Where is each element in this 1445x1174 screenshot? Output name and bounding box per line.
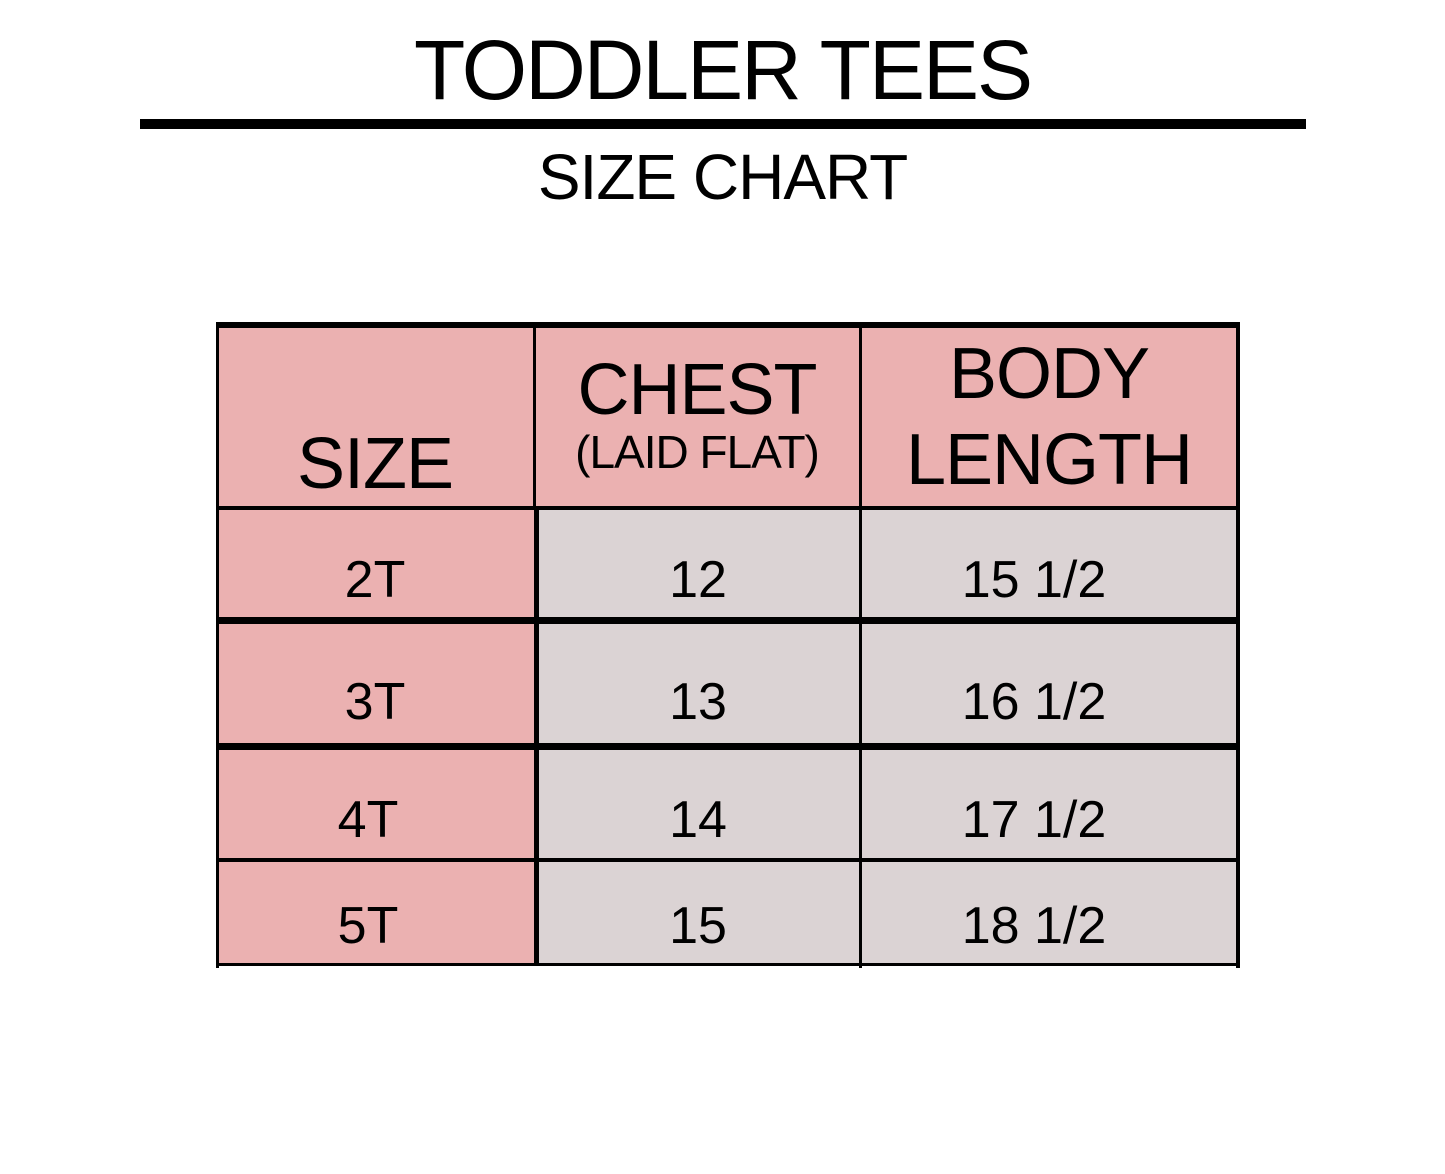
title-divider: [140, 119, 1306, 129]
size-value: 2T: [344, 551, 406, 609]
page-subtitle: SIZE CHART: [537, 141, 908, 213]
body-length-value: 17 1/2: [961, 791, 1107, 849]
table-row-size: 4T: [216, 746, 534, 860]
row-divider: [216, 506, 1240, 510]
table-row-body-length: 15 1/2: [860, 508, 1238, 620]
table-border-bottom: [216, 963, 1240, 966]
chest-value: 13: [669, 673, 727, 731]
table-row-body-length: 17 1/2: [860, 746, 1238, 860]
chest-value: 12: [669, 551, 727, 609]
header-body-length: BODY LENGTH: [860, 322, 1238, 506]
row-divider: [216, 617, 1240, 624]
body-length-value: 18 1/2: [961, 897, 1107, 955]
size-value: 3T: [344, 673, 406, 731]
row-divider: [216, 743, 1240, 750]
table-row-chest: 12: [536, 508, 860, 620]
header-chest-note: (LAID FLAT): [575, 426, 820, 478]
column-divider: [859, 322, 862, 968]
header-size: SIZE: [216, 322, 534, 506]
table-row-size: 3T: [216, 620, 534, 746]
size-chart-table: SIZE CHEST (LAID FLAT) BODY LENGTH 2T 12…: [216, 322, 1240, 968]
row-divider: [216, 858, 1240, 862]
chest-value: 15: [669, 897, 727, 955]
header-body-line2: LENGTH: [905, 420, 1193, 500]
table-border-right: [1236, 322, 1240, 968]
header-size-label: SIZE: [296, 424, 454, 504]
table-row-chest: 15: [536, 860, 860, 966]
column-divider: [534, 508, 539, 966]
table-border-left: [216, 322, 219, 968]
body-length-value: 16 1/2: [961, 673, 1107, 731]
table-row-chest: 13: [536, 620, 860, 746]
header-body-line1: BODY: [948, 334, 1150, 414]
header-chest: CHEST (LAID FLAT): [534, 322, 860, 506]
page-title: TODDLER TEES: [413, 23, 1033, 117]
table-row-size: 5T: [216, 860, 534, 966]
size-value: 4T: [337, 791, 399, 849]
table-row-body-length: 16 1/2: [860, 620, 1238, 746]
table-row-chest: 14: [536, 746, 860, 860]
column-divider: [533, 322, 536, 508]
chest-value: 14: [669, 791, 727, 849]
header-chest-label: CHEST: [577, 350, 817, 430]
table-row-size: 2T: [216, 508, 534, 620]
body-length-value: 15 1/2: [961, 551, 1107, 609]
table-row-body-length: 18 1/2: [860, 860, 1238, 966]
size-value: 5T: [337, 897, 399, 955]
table-border-top: [216, 322, 1240, 328]
